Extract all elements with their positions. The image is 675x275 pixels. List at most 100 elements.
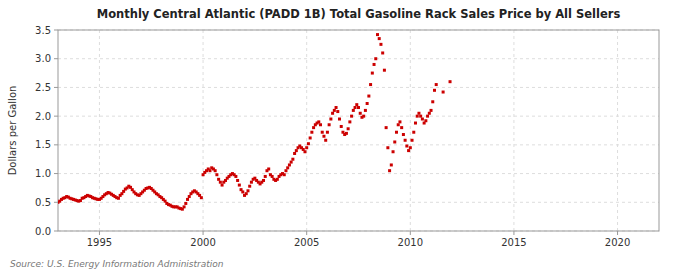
point: [336, 110, 339, 113]
x-grid-line: [617, 30, 618, 231]
point: [390, 163, 393, 166]
x-tick-label: 1995: [87, 237, 112, 248]
y-tick-label: 2.0: [35, 111, 51, 122]
x-tick-label: 2005: [294, 237, 319, 248]
x-tick: [306, 231, 307, 235]
y-grid-line: [58, 202, 659, 203]
point: [250, 181, 253, 184]
point: [328, 123, 331, 126]
point: [378, 37, 381, 40]
point: [264, 175, 267, 178]
point: [431, 100, 434, 103]
point: [345, 132, 348, 135]
point: [245, 192, 248, 195]
point: [335, 106, 338, 109]
y-tick: [54, 87, 58, 88]
point: [286, 166, 289, 169]
point: [186, 198, 189, 201]
point: [307, 142, 310, 145]
point: [424, 119, 427, 122]
point: [357, 106, 360, 109]
x-tick-label: 2000: [190, 237, 215, 248]
point: [309, 136, 312, 139]
point: [366, 102, 369, 105]
point: [290, 161, 293, 164]
point: [449, 80, 452, 83]
point: [291, 158, 294, 161]
point: [288, 163, 291, 166]
y-grid-line: [58, 144, 659, 145]
point: [371, 72, 374, 75]
point: [236, 179, 239, 182]
point: [373, 63, 376, 66]
point: [338, 118, 341, 121]
x-tick: [513, 231, 514, 235]
point: [321, 131, 324, 134]
point: [214, 169, 217, 172]
point: [271, 175, 274, 178]
y-tick-label: 1.5: [35, 139, 51, 150]
point: [442, 91, 445, 94]
y-tick-label: 0.0: [35, 226, 51, 237]
point: [359, 112, 362, 115]
x-grid-line: [513, 30, 514, 231]
x-tick: [99, 231, 100, 235]
point: [293, 152, 296, 155]
point: [412, 131, 415, 134]
y-tick: [54, 116, 58, 117]
point: [350, 115, 353, 118]
point: [329, 118, 332, 121]
point: [393, 140, 396, 143]
point: [319, 123, 322, 126]
point: [184, 202, 187, 205]
point: [433, 89, 436, 92]
x-tick-label: 2020: [605, 237, 630, 248]
y-axis-label: Dollars per Gallon: [7, 86, 18, 176]
point: [340, 125, 343, 128]
point: [317, 120, 320, 123]
point: [234, 175, 237, 178]
axes: 0.00.51.01.52.02.53.03.51995200020052010…: [35, 25, 630, 249]
point: [246, 189, 249, 192]
point: [430, 109, 433, 112]
y-tick: [54, 231, 58, 232]
y-tick-label: 1.0: [35, 168, 51, 179]
point: [414, 122, 417, 125]
point: [183, 205, 186, 208]
point: [416, 115, 419, 118]
x-tick-label: 2010: [398, 237, 423, 248]
y-tick: [54, 58, 58, 59]
point: [397, 123, 400, 126]
point: [402, 133, 405, 136]
x-grid-line: [203, 30, 204, 231]
grid: [58, 30, 659, 231]
y-grid-line: [58, 58, 659, 59]
y-tick: [54, 202, 58, 203]
point: [200, 196, 203, 199]
point: [333, 109, 336, 112]
point: [331, 112, 334, 115]
point: [267, 167, 270, 170]
y-grid-line: [58, 116, 659, 117]
y-grid-line: [58, 87, 659, 88]
point: [395, 131, 398, 134]
point: [379, 43, 382, 46]
y-tick-label: 3.0: [35, 53, 51, 64]
point: [398, 120, 401, 123]
x-grid-line: [99, 30, 100, 231]
y-tick: [54, 144, 58, 145]
point: [354, 106, 357, 109]
x-tick: [617, 231, 618, 235]
point: [303, 150, 306, 153]
point: [381, 51, 384, 54]
point: [117, 197, 120, 200]
plot-frame: [58, 30, 659, 231]
points: [58, 33, 452, 211]
point: [347, 127, 350, 130]
y-tick-label: 2.5: [35, 82, 51, 93]
title: Monthly Central Atlantic (PADD 1B) Total…: [97, 7, 621, 21]
point: [400, 126, 403, 129]
point: [435, 83, 438, 86]
x-tick-label: 2015: [501, 237, 526, 248]
point: [374, 57, 377, 60]
